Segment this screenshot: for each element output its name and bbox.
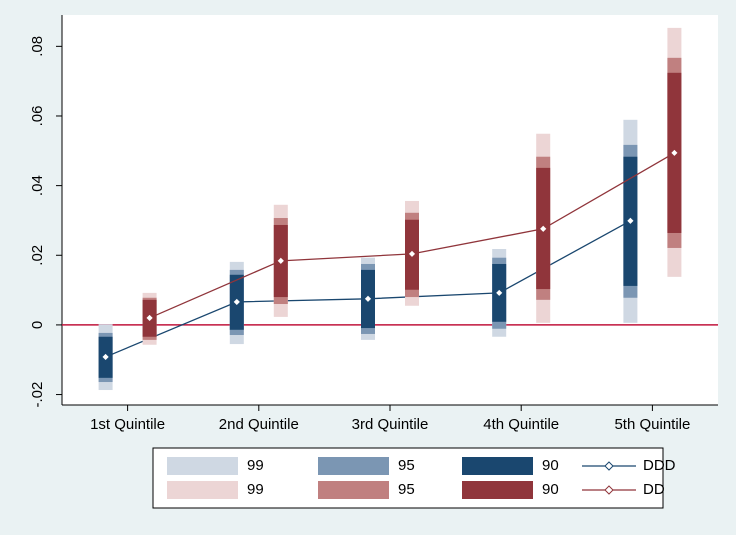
y-tick-label: -.02 — [29, 382, 46, 408]
y-tick-label: .08 — [29, 36, 46, 57]
point-marker — [408, 249, 416, 258]
legend-marker — [604, 461, 614, 471]
x-tick-label: 4th Quintile — [483, 416, 559, 433]
x-tick-label: 5th Quintile — [614, 416, 690, 433]
point-marker — [101, 353, 110, 361]
legend-label: DD — [643, 481, 665, 498]
legend-swatch — [462, 457, 533, 475]
legend-label: DDD — [643, 457, 676, 474]
legend-label: 90 — [542, 457, 559, 474]
legend-swatch — [462, 481, 533, 499]
legend-label: 95 — [398, 481, 415, 498]
x-tick-label: 3rd Quintile — [352, 416, 429, 433]
point-marker — [276, 256, 285, 265]
y-tick-label: .04 — [29, 175, 46, 196]
y-tick-label: .02 — [29, 245, 46, 266]
legend-swatch — [318, 457, 389, 475]
point-marker — [364, 294, 372, 303]
y-tick-label: .06 — [29, 106, 46, 127]
point-marker — [626, 216, 635, 225]
legend-marker — [604, 485, 614, 495]
legend-label: 99 — [247, 481, 264, 498]
legend-label: 99 — [247, 457, 264, 474]
point-marker — [539, 224, 548, 233]
legend-label: 95 — [398, 457, 415, 474]
legend-swatch — [318, 481, 389, 499]
point-marker — [670, 148, 679, 157]
point-marker — [495, 288, 504, 297]
y-tick-label: 0 — [29, 321, 46, 329]
legend-swatch — [167, 457, 238, 475]
plot-area — [62, 15, 718, 405]
point-marker — [145, 314, 154, 322]
legend-swatch — [167, 481, 238, 499]
point-marker — [232, 298, 241, 306]
legend-label: 90 — [542, 481, 559, 498]
x-tick-label: 2nd Quintile — [219, 416, 299, 433]
x-tick-label: 1st Quintile — [90, 416, 165, 433]
